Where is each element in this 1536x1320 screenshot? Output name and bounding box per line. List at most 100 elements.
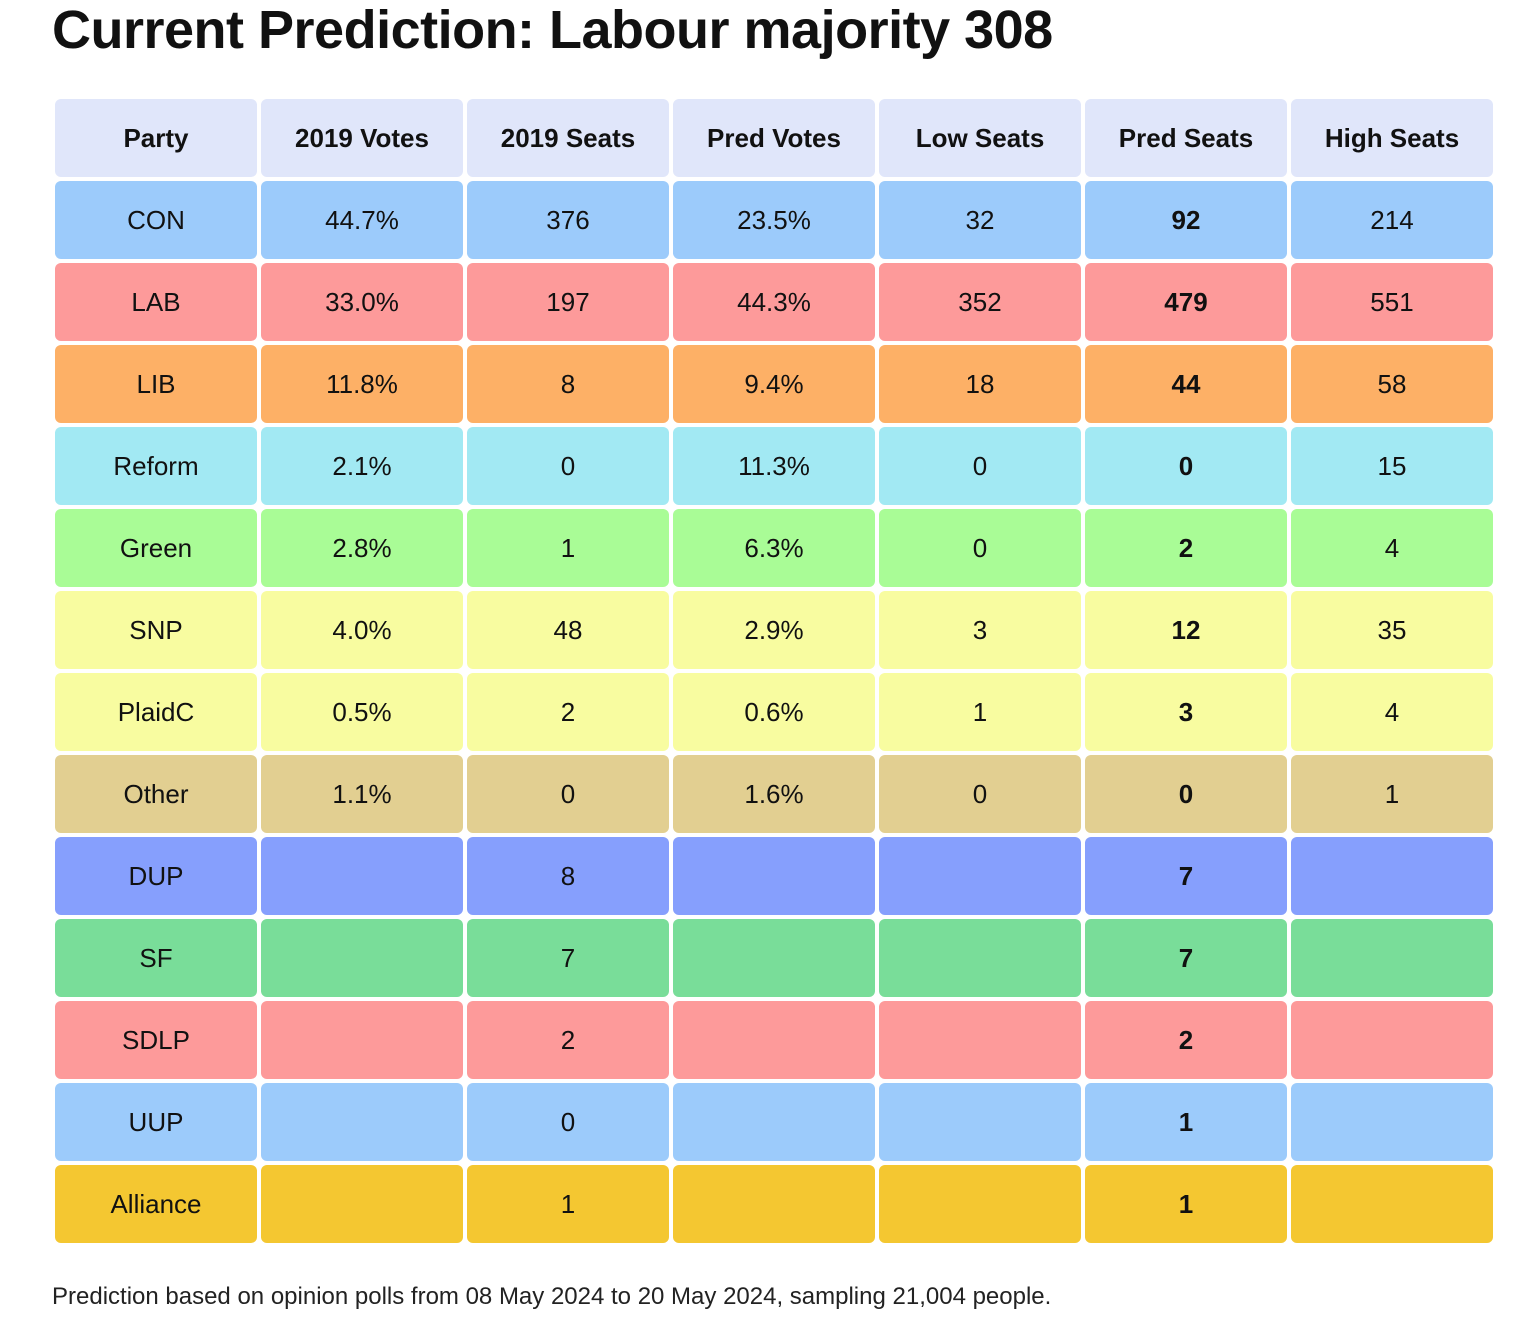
data-cell <box>261 1083 463 1161</box>
data-cell: 0.6% <box>673 673 875 751</box>
data-cell: 0 <box>467 427 669 505</box>
data-cell: 58 <box>1291 345 1493 423</box>
data-cell: 1 <box>467 1165 669 1243</box>
data-cell: 197 <box>467 263 669 341</box>
data-cell <box>879 1001 1081 1079</box>
data-cell: 11.3% <box>673 427 875 505</box>
data-cell: 3 <box>1085 673 1287 751</box>
data-cell: 8 <box>467 837 669 915</box>
party-cell: SF <box>55 919 257 997</box>
data-cell: 7 <box>467 919 669 997</box>
data-cell: 8 <box>467 345 669 423</box>
column-header: High Seats <box>1291 99 1493 177</box>
data-cell: 1.1% <box>261 755 463 833</box>
data-cell: 0 <box>879 427 1081 505</box>
data-cell: 1 <box>1291 755 1493 833</box>
data-cell: 479 <box>1085 263 1287 341</box>
data-cell: 6.3% <box>673 509 875 587</box>
party-cell: Other <box>55 755 257 833</box>
data-cell: 33.0% <box>261 263 463 341</box>
data-cell <box>879 1083 1081 1161</box>
data-cell: 23.5% <box>673 181 875 259</box>
data-cell: 0 <box>1085 755 1287 833</box>
data-cell <box>673 919 875 997</box>
data-cell <box>261 1165 463 1243</box>
data-cell <box>261 1001 463 1079</box>
data-cell: 0 <box>879 509 1081 587</box>
data-cell: 4.0% <box>261 591 463 669</box>
column-header: Pred Votes <box>673 99 875 177</box>
party-cell: UUP <box>55 1083 257 1161</box>
data-cell: 3 <box>879 591 1081 669</box>
data-cell: 376 <box>467 181 669 259</box>
column-header: 2019 Votes <box>261 99 463 177</box>
data-cell: 44 <box>1085 345 1287 423</box>
page-title: Current Prediction: Labour majority 308 <box>52 0 1053 60</box>
data-cell: 11.8% <box>261 345 463 423</box>
data-cell: 551 <box>1291 263 1493 341</box>
party-cell: PlaidC <box>55 673 257 751</box>
column-header: Low Seats <box>879 99 1081 177</box>
data-cell: 1 <box>879 673 1081 751</box>
data-cell: 7 <box>1085 919 1287 997</box>
data-cell: 9.4% <box>673 345 875 423</box>
data-cell <box>879 837 1081 915</box>
party-cell: CON <box>55 181 257 259</box>
party-cell: LIB <box>55 345 257 423</box>
party-cell: SNP <box>55 591 257 669</box>
data-cell: 44.7% <box>261 181 463 259</box>
party-cell: Reform <box>55 427 257 505</box>
data-cell <box>1291 1165 1493 1243</box>
data-cell <box>673 1165 875 1243</box>
data-cell <box>1291 1083 1493 1161</box>
data-cell: 92 <box>1085 181 1287 259</box>
data-cell <box>673 837 875 915</box>
data-cell <box>1291 1001 1493 1079</box>
data-cell <box>673 1083 875 1161</box>
party-cell: LAB <box>55 263 257 341</box>
data-cell: 44.3% <box>673 263 875 341</box>
data-cell: 32 <box>879 181 1081 259</box>
data-cell <box>673 1001 875 1079</box>
data-cell: 0 <box>879 755 1081 833</box>
data-cell: 4 <box>1291 673 1493 751</box>
data-cell: 18 <box>879 345 1081 423</box>
data-cell: 2 <box>467 1001 669 1079</box>
footnote: Prediction based on opinion polls from 0… <box>52 1283 1052 1310</box>
party-cell: Alliance <box>55 1165 257 1243</box>
data-cell: 4 <box>1291 509 1493 587</box>
data-cell: 2 <box>1085 1001 1287 1079</box>
data-cell <box>261 919 463 997</box>
data-cell: 48 <box>467 591 669 669</box>
column-header: 2019 Seats <box>467 99 669 177</box>
data-cell: 2.9% <box>673 591 875 669</box>
data-cell: 15 <box>1291 427 1493 505</box>
data-cell <box>261 837 463 915</box>
data-cell: 0.5% <box>261 673 463 751</box>
data-cell: 2 <box>467 673 669 751</box>
data-cell: 7 <box>1085 837 1287 915</box>
column-header: Party <box>55 99 257 177</box>
party-cell: Green <box>55 509 257 587</box>
data-cell: 12 <box>1085 591 1287 669</box>
party-cell: SDLP <box>55 1001 257 1079</box>
data-cell <box>1291 919 1493 997</box>
data-cell <box>1291 837 1493 915</box>
data-cell: 214 <box>1291 181 1493 259</box>
prediction-table: Party 2019 Votes 2019 Seats Pred Votes Low S… <box>55 99 1493 1243</box>
data-cell: 2.8% <box>261 509 463 587</box>
data-cell: 352 <box>879 263 1081 341</box>
data-cell: 0 <box>467 1083 669 1161</box>
column-header: Pred Seats <box>1085 99 1287 177</box>
data-cell: 1 <box>1085 1165 1287 1243</box>
data-cell: 1 <box>467 509 669 587</box>
data-cell: 1.6% <box>673 755 875 833</box>
party-cell: DUP <box>55 837 257 915</box>
data-cell: 1 <box>1085 1083 1287 1161</box>
data-cell <box>879 1165 1081 1243</box>
data-cell <box>879 919 1081 997</box>
data-cell: 0 <box>1085 427 1287 505</box>
data-cell: 35 <box>1291 591 1493 669</box>
data-cell: 2 <box>1085 509 1287 587</box>
